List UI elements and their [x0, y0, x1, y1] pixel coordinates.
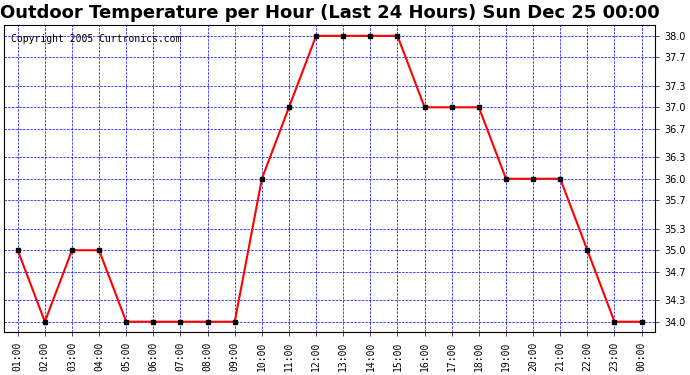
Title: Outdoor Temperature per Hour (Last 24 Hours) Sun Dec 25 00:00: Outdoor Temperature per Hour (Last 24 Ho… — [0, 4, 660, 22]
Text: Copyright 2005 Curtronics.com: Copyright 2005 Curtronics.com — [10, 34, 181, 44]
